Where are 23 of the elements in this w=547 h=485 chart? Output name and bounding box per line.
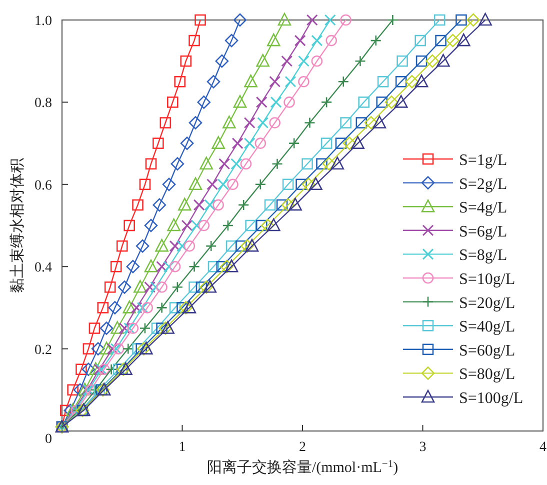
legend-label: S=40g/L bbox=[459, 318, 516, 336]
y-tick-label: 0.6 bbox=[34, 178, 52, 194]
y-tick-label: 0.8 bbox=[34, 96, 52, 112]
y-tick-label: 1.0 bbox=[34, 14, 52, 29]
legend-label: S=20g/L bbox=[459, 294, 516, 312]
y-tick-label: 0 bbox=[45, 432, 52, 447]
y-axis-title: 黏土束缚水相对体积 bbox=[9, 158, 26, 293]
legend-label: S=80g/L bbox=[459, 366, 516, 384]
legend-label: S=60g/L bbox=[459, 342, 516, 360]
x-tick-label: 1 bbox=[178, 440, 186, 455]
y-tick-label: 0.2 bbox=[34, 342, 52, 358]
x-tick-label: 2 bbox=[299, 440, 306, 455]
legend-label: S=10g/L bbox=[459, 271, 516, 288]
legend-label: S=100g/L bbox=[459, 390, 524, 407]
legend-label: S=4g/L bbox=[459, 200, 508, 217]
x-axis-title: 阳离子交换容量/(mmol·mL$^{−1}$) bbox=[206, 458, 398, 476]
y-tick-label: 0.4 bbox=[34, 260, 52, 276]
legend-label: S=2g/L bbox=[459, 176, 508, 193]
legend-label: S=8g/L bbox=[459, 247, 508, 264]
x-tick-label: 3 bbox=[419, 440, 426, 455]
legend-label: S=1g/L bbox=[459, 152, 508, 169]
legend-label: S=6g/L bbox=[459, 223, 508, 240]
x-tick-label: 4 bbox=[540, 440, 546, 455]
